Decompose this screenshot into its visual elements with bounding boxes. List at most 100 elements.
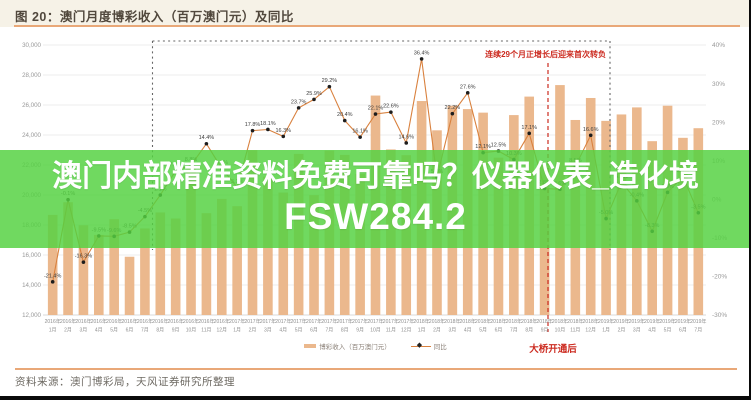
revenue-bar xyxy=(201,213,212,315)
x-axis-month-label: 4月 xyxy=(279,328,287,334)
yoy-point xyxy=(281,134,286,139)
x-axis-year-label: 2017年 xyxy=(367,318,383,325)
x-axis-year-label: 2019年 xyxy=(644,318,660,325)
bottom-border xyxy=(0,396,751,400)
yoy-point-label: 22.2% xyxy=(445,105,461,111)
x-axis-year-label: 2016年 xyxy=(91,318,107,325)
x-axis-month-label: 3月 xyxy=(448,328,456,334)
right-axis-tick: 30% xyxy=(712,81,725,88)
left-axis-tick: 26,000 xyxy=(22,102,41,109)
x-axis-month-label: 5月 xyxy=(295,328,303,334)
x-axis-month-label: 1月 xyxy=(418,328,426,334)
figure-title: 图 20：澳门月度博彩收入（百万澳门元）及同比 xyxy=(15,10,294,24)
x-axis-month-label: 10月 xyxy=(186,328,197,334)
yoy-point-label: 29.2% xyxy=(322,78,338,84)
x-axis-year-label: 2019年 xyxy=(613,318,629,325)
x-axis-year-label: 2018年 xyxy=(583,318,599,325)
x-axis-month-label: 7月 xyxy=(141,328,149,334)
bridge-label: 大桥开通后 xyxy=(529,343,577,355)
x-axis-year-label: 2018年 xyxy=(414,318,430,325)
x-axis-year-label: 2018年 xyxy=(552,318,568,325)
yoy-point-label: 12.5% xyxy=(491,143,507,149)
yoy-point-label: 36.4% xyxy=(414,50,430,56)
revenue-bar xyxy=(170,218,181,315)
x-axis-month-label: 2月 xyxy=(618,328,626,334)
figure-header-band xyxy=(0,0,751,27)
x-axis-year-label: 2017年 xyxy=(260,318,276,325)
yoy-point-label: 17.1% xyxy=(521,125,537,131)
yoy-point xyxy=(588,133,593,138)
x-axis-month-label: 4月 xyxy=(95,328,103,334)
x-axis-year-label: 2016年 xyxy=(75,318,91,325)
x-axis-year-label: 2016年 xyxy=(106,318,122,325)
revenue-bar xyxy=(124,256,135,315)
yoy-point xyxy=(327,84,332,89)
revenue-bar xyxy=(140,228,150,315)
yoy-point-label: 22.1% xyxy=(368,106,384,112)
revenue-bar xyxy=(232,206,242,315)
revenue-bar xyxy=(63,202,73,315)
annotation-box-label: 连续29个月正增长后迎来首次转负 xyxy=(485,49,606,59)
x-axis-month-label: 12月 xyxy=(585,328,596,334)
x-axis-year-label: 2018年 xyxy=(475,318,491,325)
x-axis-year-label: 2017年 xyxy=(398,318,414,325)
right-axis-tick: -30% xyxy=(712,312,727,319)
x-axis-year-label: 2016年 xyxy=(168,318,184,325)
left-axis-tick: 28,000 xyxy=(22,72,41,79)
revenue-bar xyxy=(94,234,104,315)
x-axis-year-label: 2019年 xyxy=(598,318,614,325)
x-axis-year-label: 2017年 xyxy=(321,318,337,325)
x-axis-month-label: 6月 xyxy=(126,328,134,334)
x-axis-month-label: 11月 xyxy=(386,328,396,334)
x-axis-year-label: 2017年 xyxy=(244,318,260,325)
x-axis-month-label: 4月 xyxy=(464,328,472,334)
yoy-point-label: 25.9% xyxy=(306,91,322,97)
x-axis-year-label: 2017年 xyxy=(337,318,353,325)
x-axis-month-label: 10月 xyxy=(370,328,381,334)
x-axis-year-label: 2018年 xyxy=(444,318,460,325)
x-axis-month-label: 6月 xyxy=(495,328,503,334)
x-axis-month-label: 7月 xyxy=(325,328,333,334)
revenue-bar xyxy=(78,225,89,315)
x-axis-year-label: 2016年 xyxy=(137,318,153,325)
x-axis-month-label: 5月 xyxy=(664,328,672,334)
revenue-bar xyxy=(47,214,58,315)
right-axis-tick: 20% xyxy=(712,119,725,126)
x-axis-month-label: 6月 xyxy=(310,328,318,334)
overlay-banner: 澳门内部精准资料免费可靠吗？仪器仪表_造化境 FSW284.2 xyxy=(0,150,751,248)
x-axis-month-label: 10月 xyxy=(555,328,566,334)
x-axis-year-label: 2019年 xyxy=(629,318,645,325)
yoy-point xyxy=(450,111,455,116)
yoy-point xyxy=(373,112,378,116)
x-axis-year-label: 2019年 xyxy=(675,318,691,325)
x-axis-year-label: 2016年 xyxy=(60,318,76,325)
right-axis-tick: -20% xyxy=(712,274,727,281)
yoy-point-label: 18.1% xyxy=(260,121,276,127)
x-axis-month-label: 1月 xyxy=(49,328,57,334)
yoy-point-label: 22.6% xyxy=(383,104,399,110)
yoy-point xyxy=(342,118,347,123)
yoy-point-label: 23.7% xyxy=(291,99,307,105)
yoy-point-label: -21.4% xyxy=(44,273,62,279)
revenue-bar xyxy=(278,192,289,315)
x-axis-year-label: 2018年 xyxy=(429,318,445,325)
left-axis-tick: 16,000 xyxy=(22,252,41,259)
x-axis-month-label: 5月 xyxy=(479,328,487,334)
x-axis-year-label: 2017年 xyxy=(352,318,368,325)
revenue-bar xyxy=(109,219,119,315)
x-axis-year-label: 2017年 xyxy=(306,318,322,325)
right-border xyxy=(749,0,751,400)
yoy-point-label: 16.3% xyxy=(275,128,291,134)
x-axis-year-label: 2016年 xyxy=(183,318,199,325)
x-axis-month-label: 5月 xyxy=(110,328,118,334)
yoy-point xyxy=(404,141,409,145)
x-axis-year-label: 2018年 xyxy=(521,318,537,325)
revenue-bar xyxy=(155,212,166,315)
source-note: 资料来源：澳门博彩局，天风证券研究所整理 xyxy=(15,376,235,388)
x-axis-month-label: 9月 xyxy=(172,328,180,334)
revenue-bar xyxy=(309,195,319,315)
yoy-point xyxy=(389,110,393,114)
x-axis-month-label: 2月 xyxy=(433,328,441,334)
x-axis-month-label: 8月 xyxy=(341,328,349,334)
x-axis-month-label: 11月 xyxy=(570,328,580,334)
